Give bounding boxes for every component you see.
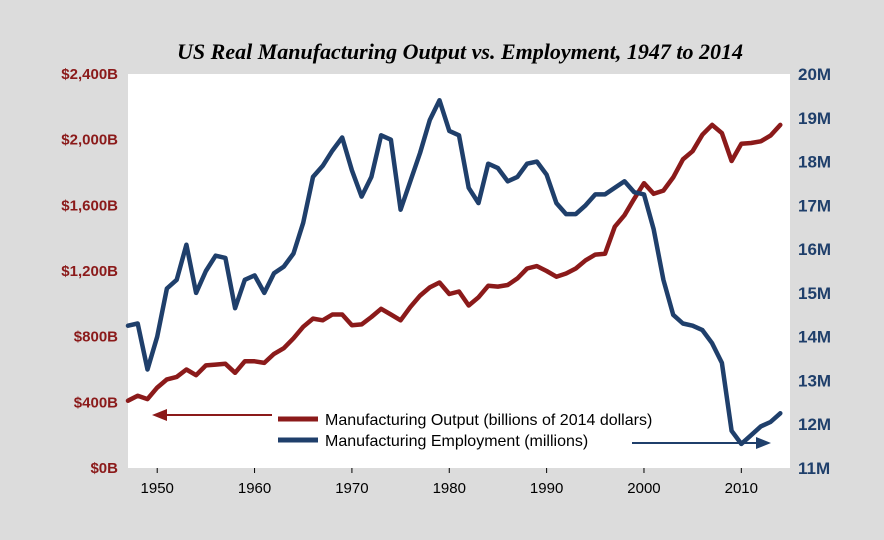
legend-label-output: Manufacturing Output (billions of 2014 d… [325,412,652,429]
legend-label-employment: Manufacturing Employment (millions) [325,433,588,450]
right-axis-tick-label: 20M [798,65,831,84]
right-axis-tick-label: 12M [798,415,831,434]
x-axis-tick-label: 1970 [335,480,368,497]
right-axis-tick-label: 18M [798,153,831,172]
x-axis-tick-label: 1950 [141,480,174,497]
right-axis-tick-label: 19M [798,109,831,128]
legend: Manufacturing Output (billions of 2014 d… [152,409,771,450]
left-axis-tick-label: $1,600B [61,197,118,214]
x-axis-tick-label: 1960 [238,480,271,497]
right-axis-tick-label: 11M [798,459,830,478]
left-axis-tick-label: $1,200B [61,263,118,280]
right-axis-tick-label: 14M [798,328,831,347]
x-axis: 1950 1960 1970 1980 1990 2000 2010 [141,468,758,497]
right-axis-tick-label: 13M [798,371,831,390]
right-axis: 11M 12M 13M 14M 15M 16M 17M 18M 19M 20M [798,65,831,478]
x-axis-tick-label: 2010 [725,480,758,497]
series-line-employment [125,98,783,447]
left-axis: $0B $400B $800B $1,200B $1,600B $2,000B $2,400… [61,66,118,477]
left-axis-tick-label: $2,000B [61,132,118,149]
left-axis-tick-label: $800B [74,329,118,346]
right-axis-tick-label: 15M [798,284,831,303]
series-lines [125,98,783,447]
left-axis-arrow-icon [152,409,272,421]
left-axis-tick-label: $2,400B [61,66,118,83]
x-axis-tick-label: 1980 [433,480,466,497]
chart-title: US Real Manufacturing Output vs. Employm… [177,39,743,64]
right-axis-tick-label: 16M [798,240,831,259]
series-line-output [125,122,783,403]
x-axis-tick-label: 1990 [530,480,563,497]
right-axis-tick-label: 17M [798,196,831,215]
right-axis-arrow-icon [632,437,771,449]
x-axis-tick-label: 2000 [627,480,660,497]
left-axis-tick-label: $0B [90,460,118,477]
left-axis-tick-label: $400B [74,394,118,411]
